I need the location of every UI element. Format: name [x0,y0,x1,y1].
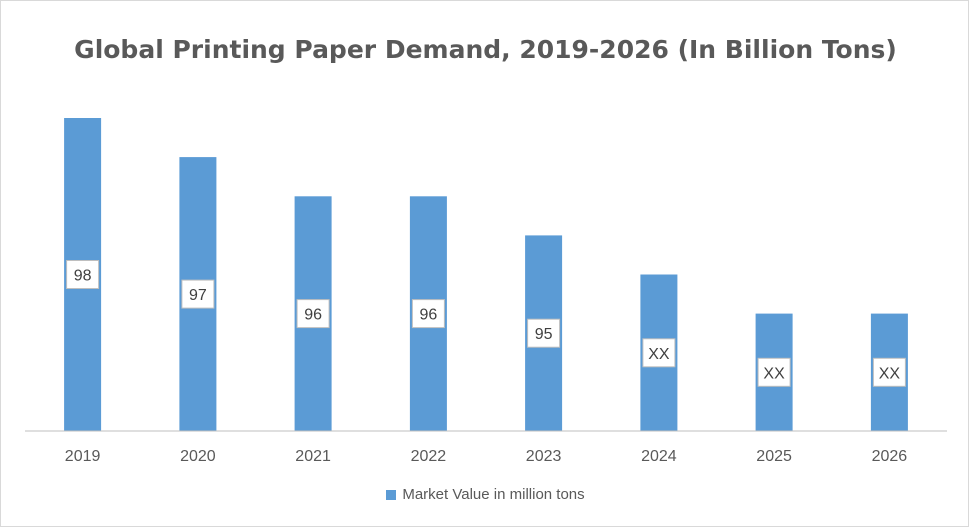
legend-swatch [386,489,397,500]
x-tick-label-2020: 2020 [180,448,216,465]
legend-label: Market Value in million tons [402,486,585,503]
legend: Market Value in million tons [1,486,969,503]
data-label-box-2024 [642,338,676,368]
data-label-2025: XX [763,365,785,382]
chart-title: Global Printing Paper Demand, 2019-2026 … [74,35,897,64]
data-label-box-2023 [527,318,561,348]
data-label-box-2019 [66,260,100,289]
x-tick-label-2024: 2024 [641,448,677,465]
data-label-2026: XX [879,365,901,382]
data-label-box-2025 [757,357,791,387]
data-label-2024: XX [648,346,670,363]
data-label-box-2026 [872,357,906,387]
data-label-2020: 97 [189,287,207,304]
data-label-2021: 96 [304,307,322,324]
data-label-2023: 95 [535,326,553,343]
x-tick-label-2022: 2022 [411,448,447,465]
data-label-box-2020 [181,279,215,309]
data-label-box-2021 [296,299,330,329]
x-tick-label-2026: 2026 [872,448,908,465]
data-label-box-2022 [411,299,445,329]
data-label-2022: 96 [420,307,438,324]
data-label-2019: 98 [74,268,92,285]
x-tick-label-2025: 2025 [756,448,792,465]
x-tick-label-2019: 2019 [65,448,101,465]
x-tick-label-2023: 2023 [526,448,562,465]
x-tick-label-2021: 2021 [295,448,331,465]
